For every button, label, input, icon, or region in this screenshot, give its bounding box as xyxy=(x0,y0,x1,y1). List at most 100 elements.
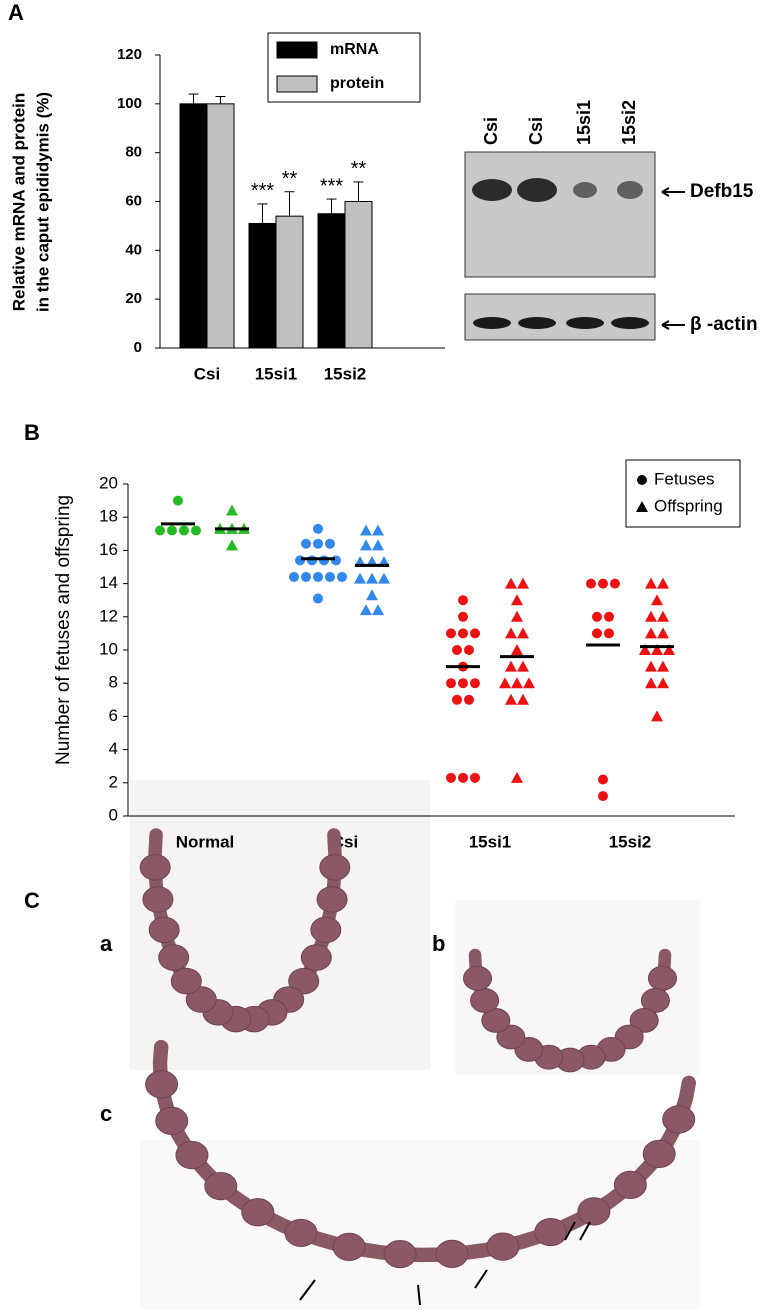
point xyxy=(511,644,523,655)
embryo-swelling xyxy=(145,1070,179,1099)
point xyxy=(378,572,390,584)
x-tick-label: 15si2 xyxy=(609,832,652,851)
arrow xyxy=(474,1269,488,1289)
point xyxy=(651,710,663,722)
embryo-swelling xyxy=(175,1141,209,1170)
point xyxy=(505,693,517,705)
y-tick-label: 8 xyxy=(109,673,118,692)
point xyxy=(226,539,238,551)
y-tick-label: 120 xyxy=(117,46,142,63)
point xyxy=(604,611,614,622)
lane-label: Csi xyxy=(526,117,546,145)
y-tick-label: 6 xyxy=(109,706,118,725)
bar xyxy=(206,103,235,349)
significance: *** xyxy=(251,180,275,202)
point xyxy=(313,571,323,582)
point xyxy=(657,610,669,622)
embryo-swelling xyxy=(496,1024,526,1050)
y-tick-label: 0 xyxy=(109,805,118,824)
embryo-swelling xyxy=(383,1240,417,1269)
y-tick-label: 100 xyxy=(117,95,142,112)
point xyxy=(446,772,456,783)
legend-swatch xyxy=(276,75,318,93)
y-tick-label: 40 xyxy=(125,241,142,258)
point xyxy=(598,791,608,802)
y-tick-label: 80 xyxy=(125,144,142,161)
bar xyxy=(344,201,373,349)
point xyxy=(191,525,201,536)
point xyxy=(645,677,657,689)
panel-label: B xyxy=(24,420,40,445)
embryo-swelling xyxy=(640,988,670,1013)
embryo-swelling xyxy=(613,1170,647,1199)
point xyxy=(598,774,608,785)
legend-label: Offspring xyxy=(654,496,723,515)
blot-band xyxy=(566,317,604,329)
blot-band xyxy=(473,317,511,329)
point xyxy=(313,593,323,604)
y-axis-label: in the caput epididymis (%) xyxy=(33,92,52,312)
point xyxy=(663,644,675,655)
y-tick-label: 12 xyxy=(99,606,118,625)
point xyxy=(651,594,663,606)
point xyxy=(325,538,335,549)
legend-box xyxy=(625,459,741,528)
embryo-swelling xyxy=(148,916,180,944)
y-tick-label: 18 xyxy=(99,507,118,526)
point xyxy=(458,772,468,783)
point xyxy=(592,628,602,639)
point xyxy=(657,677,669,689)
y-tick-label: 20 xyxy=(125,290,142,307)
embryo-swelling xyxy=(642,1139,676,1169)
point xyxy=(155,525,165,536)
embryo-swelling xyxy=(158,944,190,971)
point xyxy=(505,577,517,589)
photo-c xyxy=(140,1140,700,1310)
legend-label: protein xyxy=(330,75,384,92)
y-tick-label: 10 xyxy=(99,639,118,658)
point xyxy=(372,604,384,616)
legend-swatch xyxy=(276,41,318,59)
point xyxy=(173,495,183,506)
point xyxy=(366,589,378,601)
x-tick-label: 15si2 xyxy=(324,364,367,383)
lane-label: Csi xyxy=(481,117,501,145)
point xyxy=(464,645,474,655)
band-label: β -actin xyxy=(690,314,758,335)
point xyxy=(499,677,511,689)
embryo-swelling xyxy=(463,965,493,991)
x-tick-label: 15si1 xyxy=(469,832,512,851)
bar xyxy=(317,213,346,349)
point xyxy=(458,595,468,606)
point xyxy=(505,660,517,672)
blot-band xyxy=(573,182,597,198)
embryo-swelling xyxy=(647,965,677,991)
embryo-swelling xyxy=(204,1172,238,1201)
point xyxy=(636,501,648,512)
blot-band xyxy=(611,317,649,329)
panel-label: C xyxy=(24,888,40,913)
embryo-swelling xyxy=(319,854,351,881)
bar xyxy=(179,103,208,349)
arrow xyxy=(417,1284,421,1306)
embryo-swelling xyxy=(662,1105,696,1134)
point xyxy=(517,577,529,589)
point xyxy=(464,694,474,705)
y-axis-label: Number of fetuses and offspring xyxy=(53,495,74,765)
embryo-swelling xyxy=(139,854,171,881)
point xyxy=(470,678,480,689)
embryo-swelling xyxy=(481,1007,511,1033)
point xyxy=(517,627,529,639)
y-tick-label: 20 xyxy=(99,473,118,492)
embryo-swelling xyxy=(142,886,174,913)
point xyxy=(511,771,523,783)
point xyxy=(301,538,311,549)
arrow xyxy=(299,1279,316,1301)
embryo-swelling xyxy=(284,1218,318,1248)
point xyxy=(651,644,663,655)
point xyxy=(639,644,651,655)
embryo-swelling xyxy=(629,1007,659,1033)
point xyxy=(645,610,657,622)
embryo-swelling xyxy=(300,944,332,971)
point xyxy=(610,578,620,589)
